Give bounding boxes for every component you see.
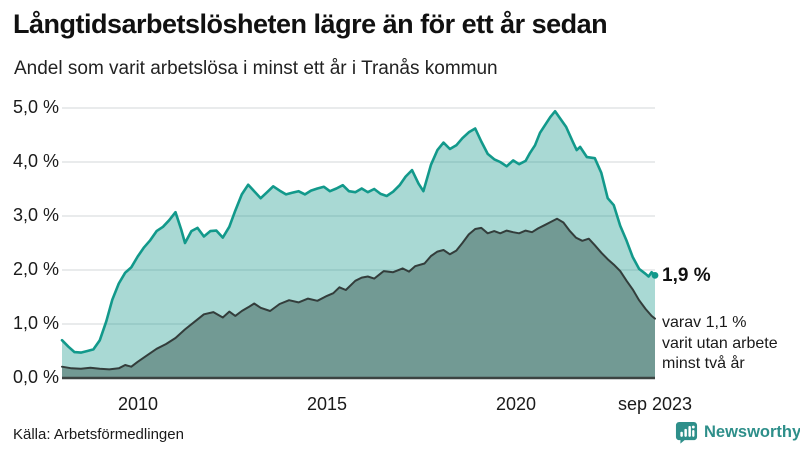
brand-name: Newsworthy <box>704 423 800 441</box>
x-tick-label: 2015 <box>306 394 348 414</box>
newsworthy-logo-icon <box>675 421 698 444</box>
y-tick-label: 0,0 % <box>13 367 60 387</box>
series-total-line <box>60 109 657 354</box>
x-tick-label: 2020 <box>495 394 537 414</box>
brand-lockup: Newsworthy <box>675 421 800 444</box>
y-tick-label: 3,0 % <box>13 205 60 225</box>
end-detail-annotation: varav 1,1 % varit utan arbete minst två … <box>662 313 778 375</box>
series-twoyear-area <box>62 218 655 378</box>
series-twoyear-line <box>61 217 656 371</box>
source-credit: Källa: Arbetsförmedlingen <box>13 426 184 443</box>
end-value-label: 1,9 % <box>662 265 711 286</box>
end-detail-line: varit utan arbete <box>662 334 778 352</box>
chart-subtitle: Andel som varit arbetslösa i minst ett å… <box>14 58 498 79</box>
end-detail-line: varav 1,1 % <box>662 314 747 331</box>
y-tick-label: 4,0 % <box>13 151 60 171</box>
x-tick-label: 2010 <box>117 394 159 414</box>
page-title: Långtidsarbetslösheten lägre än för ett … <box>13 9 608 39</box>
series-end-dot <box>651 272 659 279</box>
y-tick-label: 1,0 % <box>13 313 60 333</box>
x-tick-label: sep 2023 <box>617 394 693 414</box>
y-tick-label: 2,0 % <box>13 259 60 279</box>
y-tick-label: 5,0 % <box>13 97 60 117</box>
end-detail-line: minst två år <box>662 355 745 372</box>
